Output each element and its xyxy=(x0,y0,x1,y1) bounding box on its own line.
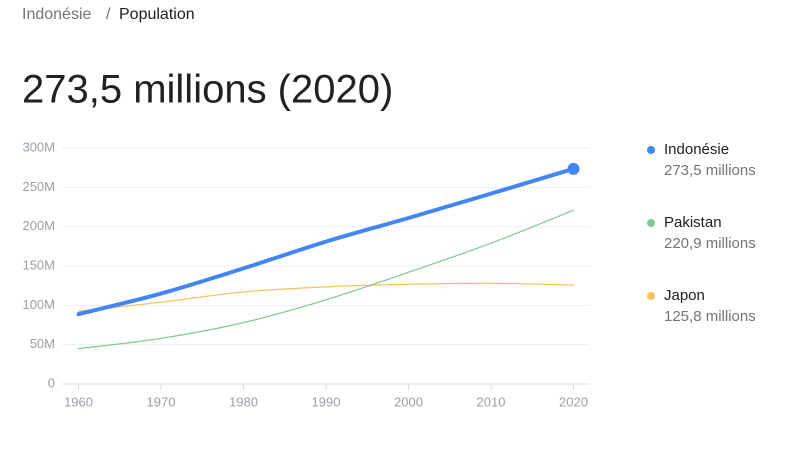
line xyxy=(77,282,575,312)
y-tick-label: 50M xyxy=(30,336,55,351)
x-tick-label: 1970 xyxy=(147,394,176,409)
legend-marker xyxy=(647,292,655,300)
chart-title: 273,5 millions (2020) xyxy=(22,68,393,112)
legend-name: Pakistan xyxy=(664,214,722,231)
breadcrumb-parent[interactable]: Indonésie xyxy=(22,6,91,23)
x-tick-label: 1990 xyxy=(312,394,341,409)
legend-marker xyxy=(647,219,655,227)
x-tick-label: 1980 xyxy=(229,394,258,409)
legend-value: 273,5 millions xyxy=(664,162,756,179)
x-tick-label: 1960 xyxy=(64,394,93,409)
x-tick-label: 2000 xyxy=(394,394,423,409)
legend-value: 220,9 millions xyxy=(664,235,756,252)
line xyxy=(76,166,576,317)
legend-marker xyxy=(647,146,655,154)
y-tick-label: 150M xyxy=(22,257,55,272)
end-point xyxy=(567,162,580,175)
line xyxy=(77,209,575,350)
x-tick-label: 2020 xyxy=(559,394,588,409)
y-tick-label: 100M xyxy=(22,297,55,312)
legend-name: Indonésie xyxy=(664,141,729,158)
y-tick-label: 300M xyxy=(22,139,55,154)
breadcrumb-current: Population xyxy=(119,6,195,23)
breadcrumb-separator: / xyxy=(106,6,111,23)
x-tick-label: 2010 xyxy=(477,394,506,409)
legend-name: Japon xyxy=(664,287,705,304)
y-tick-label: 0 xyxy=(48,375,55,390)
y-tick-label: 250M xyxy=(22,179,55,194)
legend-value: 125,8 millions xyxy=(664,308,756,325)
y-tick-label: 200M xyxy=(22,218,55,233)
